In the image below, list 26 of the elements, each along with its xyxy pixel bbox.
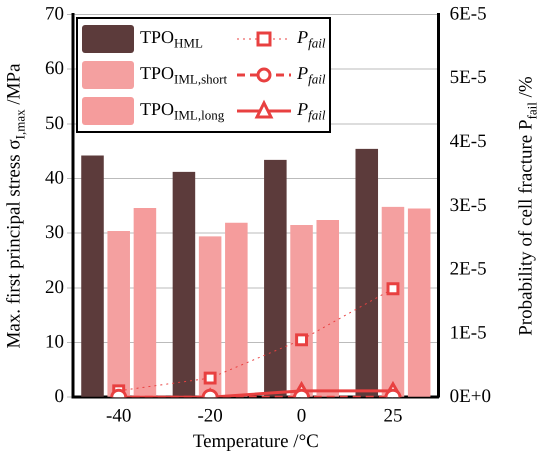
y2-tick-label: 3E-5 bbox=[450, 194, 487, 216]
y-tick-label: 50 bbox=[45, 112, 64, 134]
y2-tick-label: 2E-5 bbox=[450, 258, 487, 280]
y2-tick-label: 1E-5 bbox=[450, 322, 487, 344]
y-tick-label: 60 bbox=[45, 58, 64, 80]
y-tick-label: 30 bbox=[45, 222, 64, 244]
x-tick-label: -40 bbox=[106, 406, 132, 427]
y2-tick-label: 6E-5 bbox=[450, 3, 487, 24]
y2-tick-label: 5E-5 bbox=[450, 67, 487, 88]
legend-label: P$_{fail}$ bbox=[297, 99, 326, 123]
legend-label: TPO$_{HML}$ bbox=[140, 27, 203, 52]
y-tick-label: 70 bbox=[45, 3, 64, 24]
x-tick-label: -20 bbox=[197, 406, 223, 427]
x-tick-label: 25 bbox=[383, 406, 402, 427]
legend-label: P$_{fail}$ bbox=[297, 27, 326, 51]
x-axis-title: Temperature /°C bbox=[192, 431, 319, 454]
legend-label: P$_{fail}$ bbox=[297, 63, 326, 87]
legend-label: TPO$_{IML,short}$ bbox=[140, 63, 228, 88]
y-tick-label: 40 bbox=[45, 167, 64, 188]
y2-tick-label: 0E+0 bbox=[450, 386, 492, 408]
x-tick-label: 0 bbox=[296, 406, 306, 427]
y-tick-label: 10 bbox=[45, 332, 64, 352]
y-tick-label: 0 bbox=[54, 386, 64, 408]
y-tick-label: 20 bbox=[45, 276, 64, 298]
y2-tick-label: 4E-5 bbox=[450, 130, 487, 152]
legend-label: TPO$_{IML,long}$ bbox=[140, 99, 224, 124]
